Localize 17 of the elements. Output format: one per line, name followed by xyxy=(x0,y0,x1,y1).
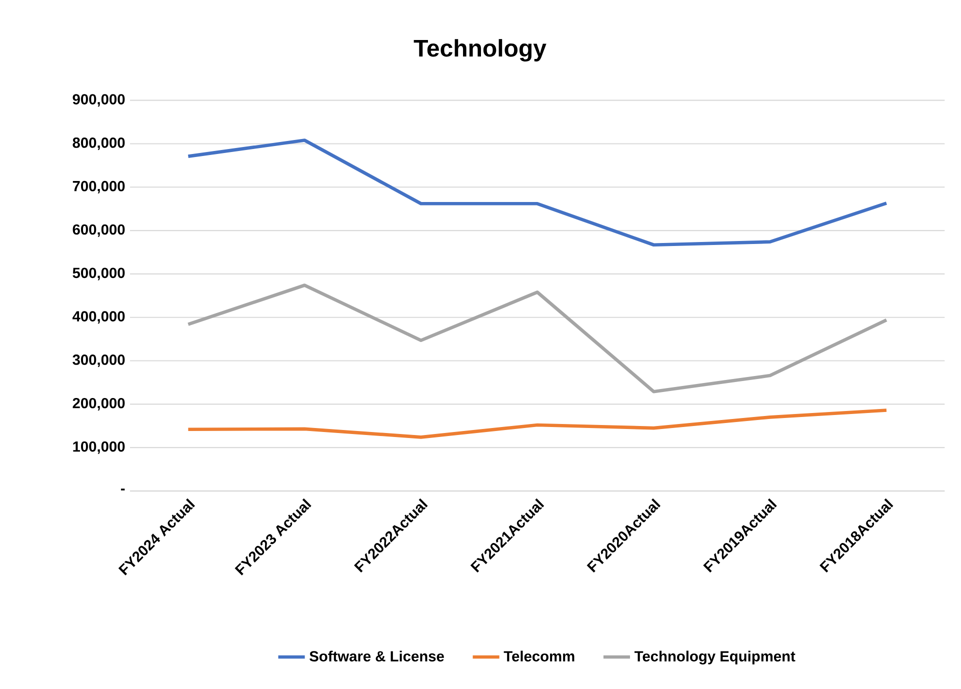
legend-label: Software & License xyxy=(310,650,444,662)
y-tick-label: 300,000 xyxy=(72,354,125,368)
y-tick-label: 800,000 xyxy=(72,138,125,150)
y-tick-label: 700,000 xyxy=(72,180,125,194)
y-tick-label: 400,000 xyxy=(72,311,125,324)
y-tick-label: 100,000 xyxy=(73,441,125,454)
y-tick-label: 200,000 xyxy=(72,398,125,410)
y-tick-label: 500,000 xyxy=(72,268,125,280)
line-series xyxy=(186,284,888,394)
y-tick-label: 900,000 xyxy=(72,94,125,107)
legend-label: Telecomm xyxy=(504,650,574,662)
y-tick-label: - xyxy=(120,488,125,490)
line-series xyxy=(186,138,888,247)
chart-title: Technology xyxy=(414,39,546,62)
y-tick-label: 600,000 xyxy=(72,224,125,237)
line-series xyxy=(186,408,888,439)
legend-label: Technology Equipment xyxy=(634,650,796,664)
